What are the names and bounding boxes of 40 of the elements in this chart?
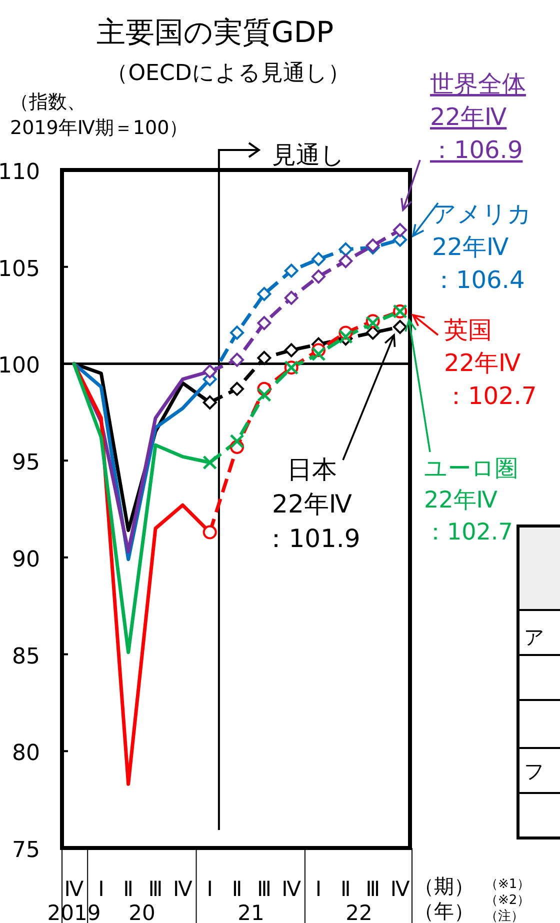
text: （※1）: [485, 877, 530, 892]
x-tick-label: Ⅱ: [232, 877, 242, 901]
x-tick-label: Ⅳ: [64, 877, 84, 901]
text: ユーロ圏 22年Ⅳ ：102.7: [424, 456, 518, 546]
text: フ: [524, 759, 544, 783]
x-tick-label: Ⅱ: [123, 877, 134, 901]
text: （※2）: [485, 893, 530, 908]
x-tick-label: Ⅲ: [148, 877, 163, 901]
x-tick-label: Ⅱ: [340, 877, 351, 901]
text: 英国 22年Ⅳ ：102.7: [444, 316, 537, 410]
x-tick-label: Ⅳ: [390, 877, 410, 901]
x-tick-label: Ⅰ: [206, 877, 213, 901]
y-tick-label: 100: [0, 354, 40, 379]
x-tick-label: Ⅳ: [172, 877, 193, 901]
x-tick-label: Ⅲ: [366, 877, 380, 901]
annotation: 日本 22年Ⅳ ：101.9: [264, 455, 360, 553]
y-axis-title: （指数、 2019年Ⅳ期＝100）: [10, 91, 188, 140]
y-tick-label: 110: [0, 160, 40, 185]
y-tick-label: 85: [12, 644, 40, 670]
text: ア: [524, 625, 544, 649]
text: 見通し: [272, 141, 345, 169]
y-tick-label: 90: [12, 547, 40, 572]
y-tick-label: 75: [12, 838, 40, 863]
chart-title: 主要国の実質GDP: [96, 15, 334, 49]
chart-subtitle: （OECDによる見通し）: [106, 61, 350, 86]
text: （注）: [485, 909, 524, 923]
x-tick-label: Ⅰ: [98, 877, 104, 901]
x-tick-label: Ⅲ: [256, 877, 272, 901]
text: 21: [238, 901, 264, 923]
y-tick-label: 95: [12, 450, 40, 476]
text: 22: [346, 901, 372, 923]
y-tick-label: 80: [12, 741, 40, 766]
text: アメリカ 22年Ⅳ ：106.4: [432, 200, 532, 294]
y-tick-label: 105: [0, 256, 40, 282]
text: 世界全体 22年Ⅳ ：106.9: [430, 70, 526, 164]
x-tick-label: Ⅳ: [282, 877, 302, 901]
text: （年）: [414, 899, 474, 923]
text: （期）: [414, 874, 474, 898]
text: 20: [128, 901, 156, 923]
x-tick-label: Ⅰ: [315, 877, 322, 901]
